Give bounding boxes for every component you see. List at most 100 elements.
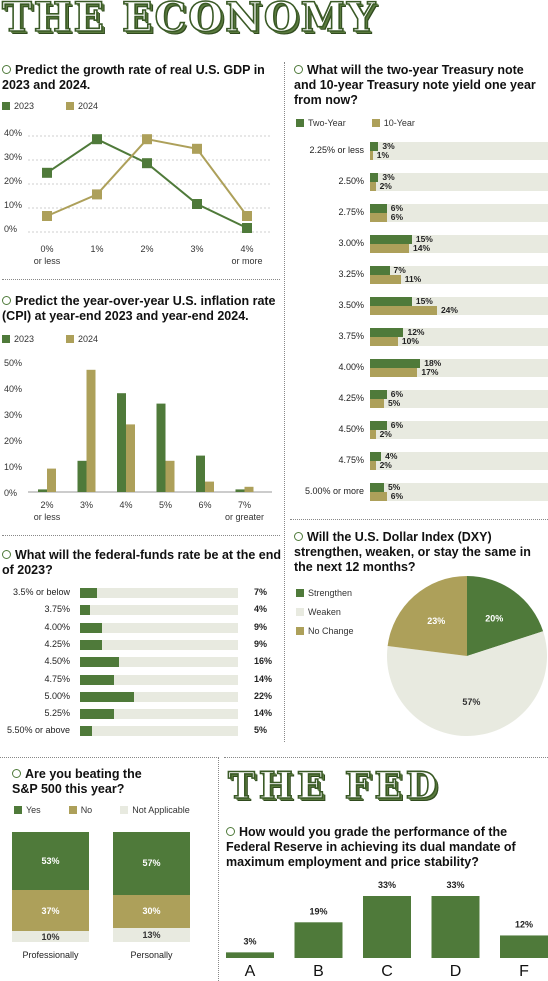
category-label: 5.25% <box>44 708 70 719</box>
value-label: 9% <box>254 621 268 632</box>
y-tick-label: 30% <box>4 410 22 420</box>
legend-label-not-applicable: Not Applicable <box>132 805 190 815</box>
grade-label: A <box>245 963 256 980</box>
y-tick-label: 40% <box>4 128 22 138</box>
x-tick-label: 7% <box>238 500 251 510</box>
bar <box>80 657 120 668</box>
value-label: 19% <box>309 906 327 916</box>
economy-banner: THE ECONOMY <box>1 0 378 42</box>
bar <box>80 639 103 650</box>
series-line-2024 <box>46 138 248 217</box>
gdp-line-chart: 40% 30% 20% 10% 0% 0% or less 1% 2% 3% 4% or more <box>4 128 270 266</box>
value-label: 15% <box>415 296 433 306</box>
bar-Two-Year <box>370 421 387 430</box>
bar <box>80 588 98 598</box>
bar-track <box>370 390 548 408</box>
value-label: 3% <box>382 172 395 182</box>
bar-track <box>80 726 238 737</box>
stacked-segment-Yes: 57% <box>113 832 190 895</box>
category-label: 4.25% <box>338 393 364 403</box>
x-tick-label: 4% <box>119 500 132 510</box>
x-tick-label: 3% <box>80 500 93 510</box>
cpi-bar-chart: 50% 40% 30% 20% 10% 0% 2% or less 3% 4% 5% 6% 7% or g… <box>4 358 272 522</box>
value-label: 3% <box>243 936 256 946</box>
bar-track <box>80 588 238 598</box>
x-tick-label: 5% <box>159 500 172 510</box>
dxy-question-text: Will the U.S. Dollar Index (DXY) strengt… <box>294 530 531 574</box>
x-tick-label: 6% <box>198 500 211 510</box>
legend-swatch-no <box>68 806 77 814</box>
bar-track <box>370 483 548 501</box>
bar-2023 <box>196 455 205 492</box>
value-label: 14% <box>254 708 273 719</box>
legend-label-2023: 2023 <box>14 334 35 344</box>
bar-10-Year <box>370 275 401 284</box>
y-tick-label: 20% <box>4 176 22 186</box>
value-label: 7% <box>254 587 268 597</box>
value-label: 5% <box>387 482 401 492</box>
legend-swatch-yes <box>14 806 22 814</box>
data-point <box>42 211 52 221</box>
bar <box>226 952 274 958</box>
legend-label-no: No <box>80 805 93 815</box>
question-bullet-icon <box>294 532 303 541</box>
fedgrade-bar-chart: 3% A 19% B 33% C 33% D 12% F <box>226 880 548 980</box>
stacked-segment-No: 37% <box>12 890 89 931</box>
category-label: 4.75% <box>338 455 364 465</box>
x-tick-label: 1% <box>90 244 103 254</box>
legend-swatch-2024 <box>66 102 75 110</box>
data-point <box>42 167 52 178</box>
grade-label: D <box>450 963 462 980</box>
bar <box>80 726 93 737</box>
grade-label: F <box>519 963 529 980</box>
category-label: 4.50% <box>44 656 70 667</box>
value-label: 3% <box>382 141 395 151</box>
legend-label-2023: 2023 <box>14 101 35 111</box>
y-tick-label: 50% <box>4 358 22 368</box>
category-label: 2.25% or less <box>309 145 364 155</box>
pie-label: 23% <box>427 616 445 626</box>
bar-2024 <box>86 369 96 492</box>
stacked-segment-No: 30% <box>113 894 190 928</box>
bar-2024 <box>205 481 214 492</box>
fedgrade-question: How would you grade the performance of t… <box>226 825 546 870</box>
legend-swatch-ten-year <box>371 119 380 127</box>
question-bullet-icon <box>2 296 11 305</box>
value-label: 12% <box>407 327 425 337</box>
bar-2024 <box>47 468 56 492</box>
legend-label-no-change: No Change <box>308 626 354 636</box>
treasury-legend: Two-Year 10-Year <box>296 118 415 128</box>
value-label: 22% <box>254 690 273 701</box>
question-bullet-icon <box>12 769 21 778</box>
value-label: 17% <box>421 367 439 377</box>
value-label: 5% <box>254 725 268 736</box>
bar-track <box>370 142 548 160</box>
bar <box>294 922 343 958</box>
category-label: 4.00% <box>44 621 70 632</box>
category-label: 5.50% or above <box>6 725 70 736</box>
treasury-question: What will the two-year Treasury note and… <box>294 63 544 108</box>
value-label: 5% <box>387 398 401 408</box>
bar-10-Year <box>370 461 376 470</box>
bar-2023 <box>117 393 126 492</box>
bar-2023 <box>235 489 245 492</box>
bar-track <box>370 204 548 222</box>
dxy-question: Will the U.S. Dollar Index (DXY) strengt… <box>294 530 544 575</box>
bar-10-Year <box>370 368 418 377</box>
value-label: 6% <box>390 203 404 213</box>
bar-track <box>80 605 238 616</box>
stacked-segment-Not Applicable: 10% <box>12 931 89 942</box>
legend-swatch-not-applicable <box>120 806 129 814</box>
x-tick-label: or more <box>231 256 262 266</box>
bar-2023 <box>38 489 47 492</box>
divider <box>2 535 280 536</box>
sp500-legend: Yes No Not Applicable <box>14 805 190 815</box>
bar-Two-Year <box>370 173 379 182</box>
data-point <box>92 189 102 200</box>
legend-swatch-strengthen <box>296 589 304 597</box>
bar-track <box>370 328 548 346</box>
value-label: 33% <box>378 880 396 890</box>
question-bullet-icon <box>226 827 235 836</box>
question-bullet-icon <box>2 65 11 74</box>
value-label: 4% <box>385 451 398 461</box>
